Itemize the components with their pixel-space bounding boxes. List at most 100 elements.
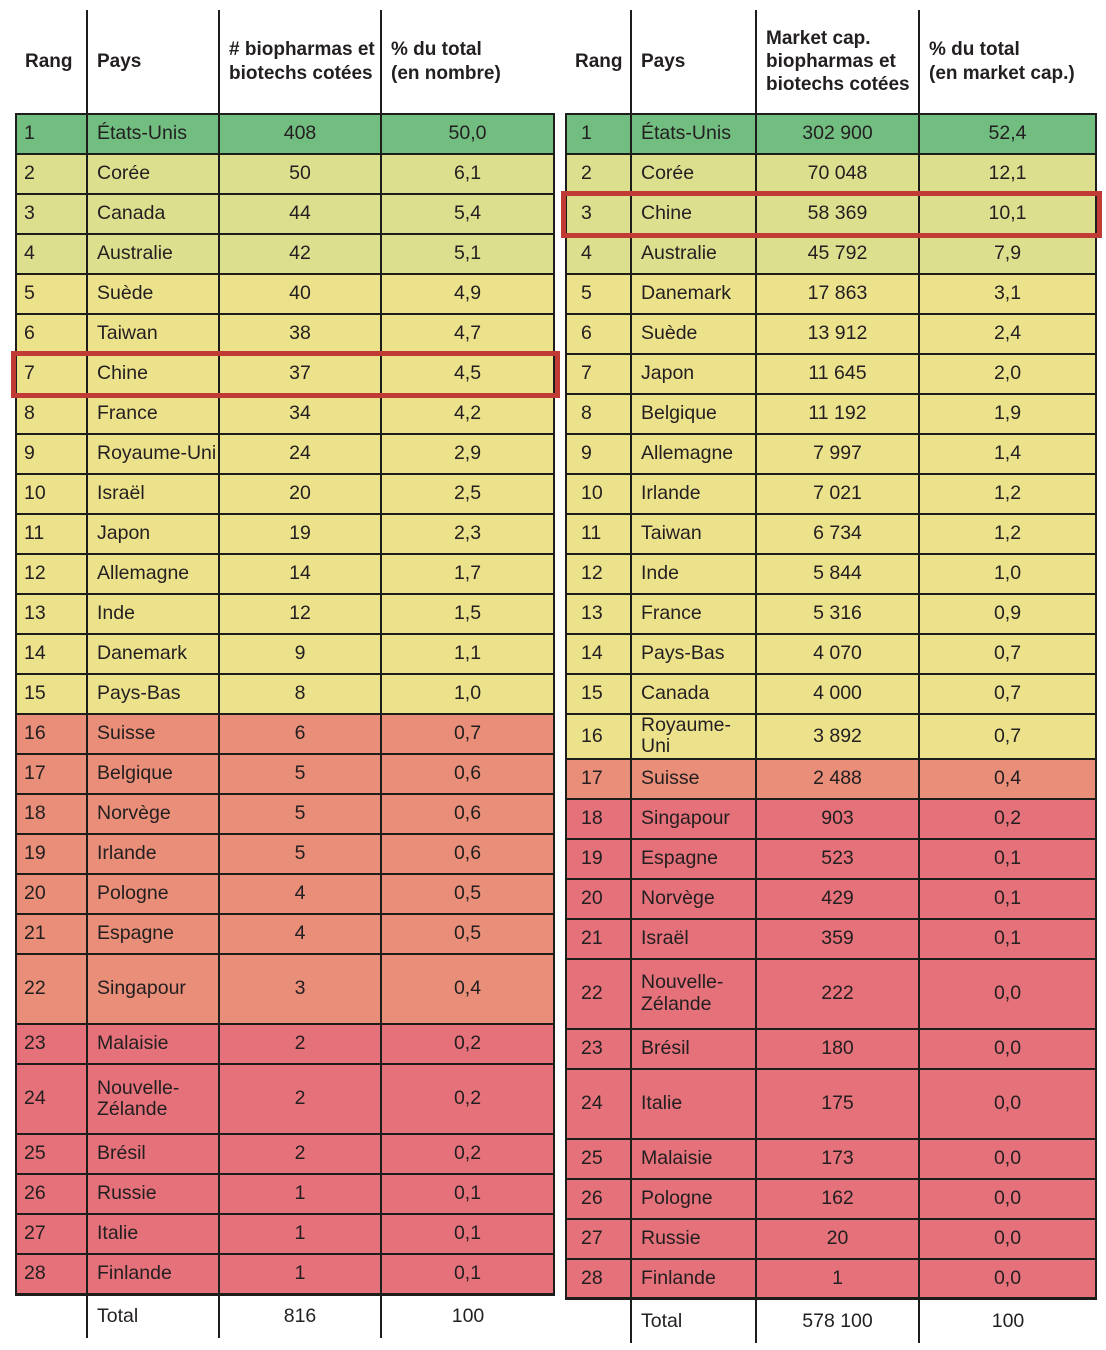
- percent-cell: 0,0: [918, 1177, 1097, 1220]
- value-cell: 20: [218, 473, 382, 515]
- table-row: 4 Australie 42 5,1: [15, 233, 555, 275]
- value-cell: 12: [218, 593, 382, 635]
- value-cell: 359: [755, 917, 920, 960]
- percent-cell: 0,7: [918, 633, 1097, 675]
- value-cell: 6: [218, 713, 382, 755]
- value-cell: 45 792: [755, 233, 920, 275]
- table-row: 11 Japon 19 2,3: [15, 513, 555, 555]
- column-header-rang: Rang: [566, 10, 631, 114]
- value-cell: 5: [218, 753, 382, 795]
- percent-cell: 0,7: [918, 713, 1097, 760]
- rank-table-marketcap: Rang Pays Market cap. biopharmas et biot…: [565, 10, 1097, 1343]
- table-row: 26 Russie 1 0,1: [15, 1173, 555, 1215]
- value-cell: 20: [755, 1217, 920, 1260]
- column-header-pct: % du total (en nombre): [380, 10, 554, 114]
- table-row: 19 Espagne 523 0,1: [565, 837, 1097, 880]
- country-cell: Belgique: [630, 393, 757, 435]
- percent-cell: 4,9: [380, 273, 555, 315]
- table-row: 6 Taiwan 38 4,7: [15, 313, 555, 355]
- table-row: 7 Chine 37 4,5: [15, 353, 555, 395]
- value-cell: 4: [218, 873, 382, 915]
- rank-cell: 21: [15, 913, 88, 955]
- country-cell: Espagne: [86, 913, 220, 955]
- table-row: 5 Suède 40 4,9: [15, 273, 555, 315]
- country-cell: Danemark: [86, 633, 220, 675]
- rank-cell: 20: [565, 877, 632, 920]
- percent-cell: 3,1: [918, 273, 1097, 315]
- country-cell: Finlande: [630, 1257, 757, 1300]
- value-cell: 50: [218, 153, 382, 195]
- table-row: 1 États-Unis 408 50,0: [15, 113, 555, 155]
- table-row: 24 Italie 175 0,0: [565, 1067, 1097, 1140]
- table-row: 19 Irlande 5 0,6: [15, 833, 555, 875]
- rank-cell: 19: [15, 833, 88, 875]
- table-row: 6 Suède 13 912 2,4: [565, 313, 1097, 355]
- table-row: 12 Inde 5 844 1,0: [565, 553, 1097, 595]
- value-cell: 34: [218, 393, 382, 435]
- percent-cell: 0,0: [918, 1257, 1097, 1300]
- country-cell: Brésil: [630, 1027, 757, 1070]
- rank-cell: 15: [15, 673, 88, 715]
- rank-cell: 5: [15, 273, 88, 315]
- rank-cell: 12: [15, 553, 88, 595]
- rank-cell: 21: [565, 917, 632, 960]
- value-cell: 2: [218, 1063, 382, 1135]
- country-cell: Malaisie: [630, 1137, 757, 1180]
- percent-cell: 1,4: [918, 433, 1097, 475]
- value-cell: 42: [218, 233, 382, 275]
- country-cell: Irlande: [86, 833, 220, 875]
- table-row: 27 Italie 1 0,1: [15, 1213, 555, 1255]
- value-cell: 4 000: [755, 673, 920, 715]
- country-cell: Italie: [630, 1067, 757, 1140]
- table-row: 20 Pologne 4 0,5: [15, 873, 555, 915]
- percent-cell: 12,1: [918, 153, 1097, 195]
- percent-cell: 0,4: [380, 953, 555, 1025]
- rank-cell: 28: [15, 1253, 88, 1295]
- column-header-count: # biopharmas et biotechs cotées: [218, 10, 381, 114]
- country-cell: Finlande: [86, 1253, 220, 1295]
- table-row: 13 Inde 12 1,5: [15, 593, 555, 635]
- table-row: 22 Singapour 3 0,4: [15, 953, 555, 1025]
- value-cell: 3: [218, 953, 382, 1025]
- percent-cell: 0,0: [918, 1137, 1097, 1180]
- table-row: 17 Suisse 2 488 0,4: [565, 757, 1097, 800]
- table-row: 23 Malaisie 2 0,2: [15, 1023, 555, 1065]
- country-cell: Nouvelle-Zélande: [630, 957, 757, 1030]
- column-header-rang: Rang: [16, 10, 87, 114]
- table-row: 21 Israël 359 0,1: [565, 917, 1097, 960]
- percent-cell: 0,2: [380, 1063, 555, 1135]
- value-cell: 37: [218, 353, 382, 395]
- percent-cell: 0,0: [918, 957, 1097, 1030]
- table-row: 28 Finlande 1 0,0: [565, 1257, 1097, 1300]
- table-row: 13 France 5 316 0,9: [565, 593, 1097, 635]
- country-cell: Taiwan: [86, 313, 220, 355]
- value-cell: 302 900: [755, 113, 920, 155]
- percent-cell: 4,2: [380, 393, 555, 435]
- percent-cell: 0,5: [380, 913, 555, 955]
- rank-cell: 25: [15, 1133, 88, 1175]
- column-header-marketcap: Market cap. biopharmas et biotechs cotée…: [755, 10, 919, 114]
- percent-cell: 0,1: [380, 1213, 555, 1255]
- percent-cell: 7,9: [918, 233, 1097, 275]
- country-cell: Espagne: [630, 837, 757, 880]
- country-cell: Taiwan: [630, 513, 757, 555]
- country-cell: Suède: [86, 273, 220, 315]
- table-row: 15 Pays-Bas 8 1,0: [15, 673, 555, 715]
- value-cell: 180: [755, 1027, 920, 1070]
- rank-cell: 20: [15, 873, 88, 915]
- table-row: 18 Norvège 5 0,6: [15, 793, 555, 835]
- table-row: 9 Royaume-Uni 24 2,9: [15, 433, 555, 475]
- value-cell: 7 997: [755, 433, 920, 475]
- rank-cell: 14: [15, 633, 88, 675]
- header-row: Rang Pays # biopharmas et biotechs cotée…: [16, 10, 554, 114]
- percent-cell: 0,1: [918, 917, 1097, 960]
- country-cell: États-Unis: [86, 113, 220, 155]
- table-row: 25 Malaisie 173 0,0: [565, 1137, 1097, 1180]
- country-cell: Canada: [630, 673, 757, 715]
- country-cell: Suisse: [630, 757, 757, 800]
- rank-cell: 27: [565, 1217, 632, 1260]
- country-cell: Australie: [86, 233, 220, 275]
- percent-cell: 1,7: [380, 553, 555, 595]
- percent-cell: 1,9: [918, 393, 1097, 435]
- country-cell: Chine: [630, 193, 757, 235]
